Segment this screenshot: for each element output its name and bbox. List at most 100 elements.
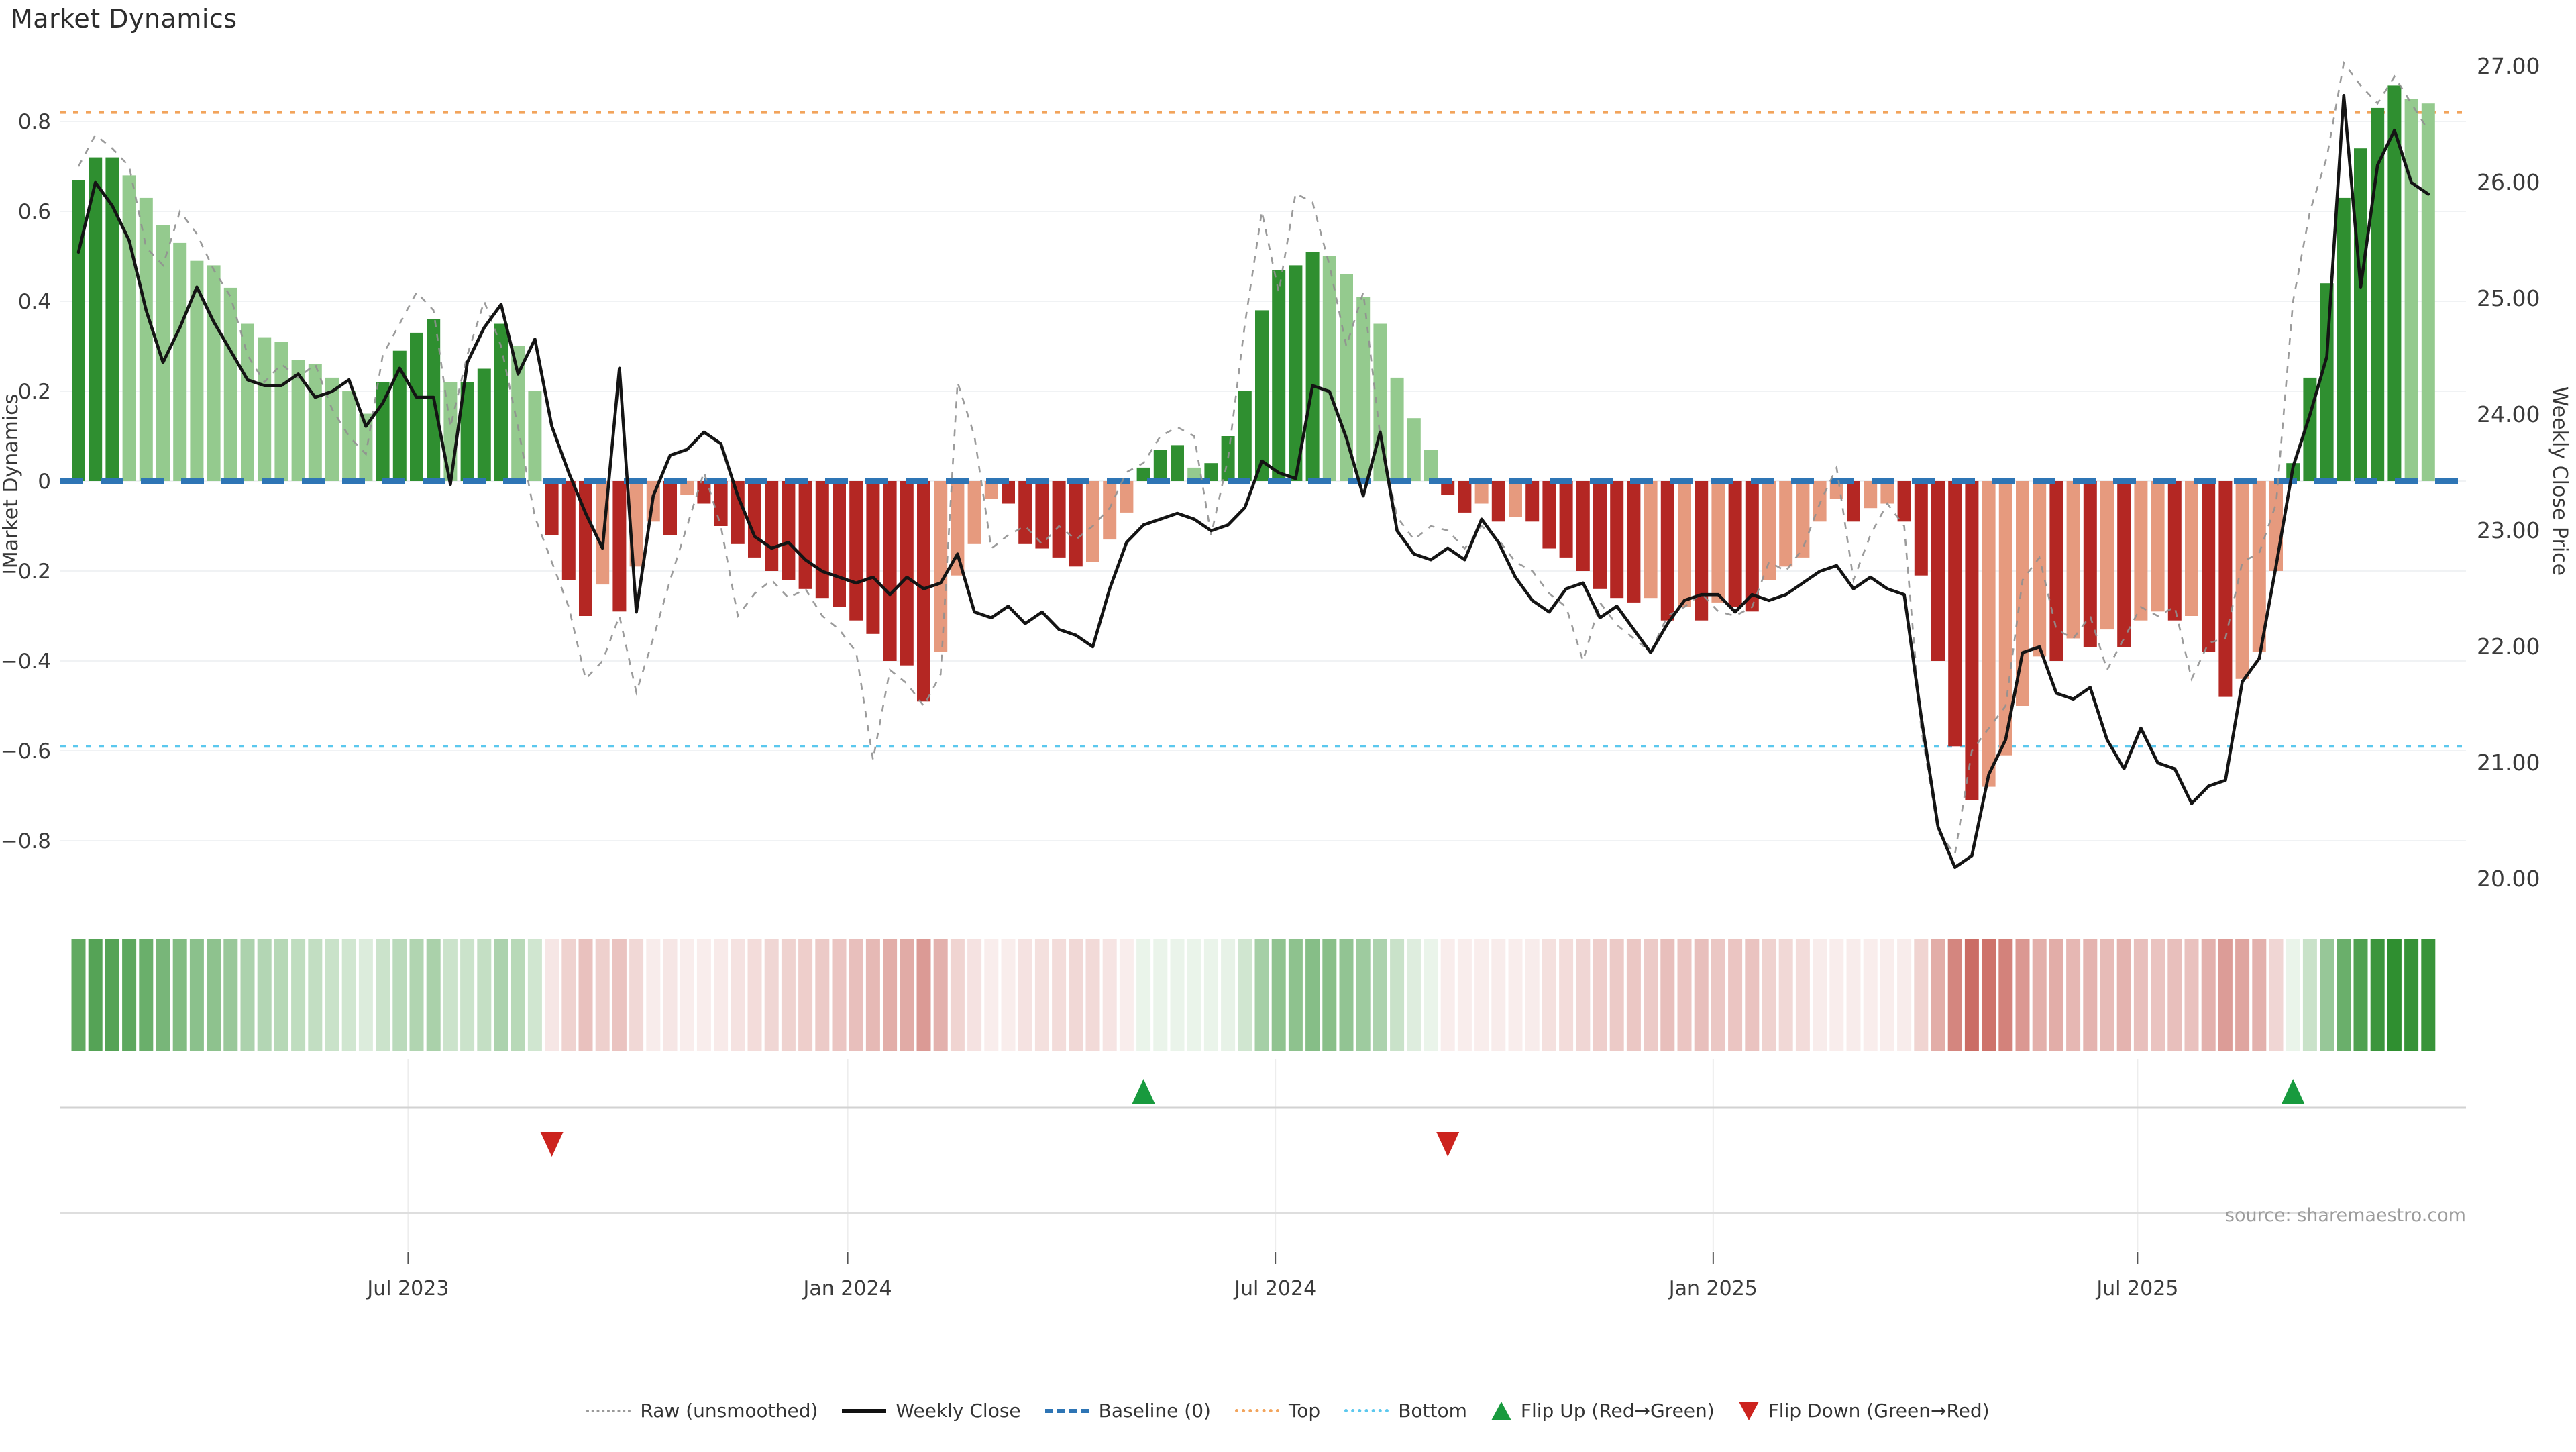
heatmap-cell xyxy=(274,939,288,1051)
legend-item-bottom: Bottom xyxy=(1344,1400,1467,1422)
right-tick-label: 26.00 xyxy=(2477,169,2540,195)
heatmap-cell xyxy=(967,939,982,1051)
dynamics-bar xyxy=(984,481,998,499)
heatmap-cell xyxy=(1407,939,1421,1051)
dynamics-bar xyxy=(680,481,694,495)
dynamics-bar xyxy=(1356,297,1371,481)
heatmap-cell xyxy=(1153,939,1168,1051)
flip-up-triangle-icon xyxy=(1491,1401,1511,1420)
heatmap-cell xyxy=(916,939,931,1051)
dynamics-bar xyxy=(190,260,204,481)
heatmap-cell xyxy=(2404,939,2419,1051)
heatmap-cell xyxy=(2337,939,2351,1051)
legend-label: Flip Up (Red→Green) xyxy=(1520,1400,1715,1422)
dynamics-bar xyxy=(223,287,237,481)
heatmap-cell xyxy=(1644,939,1658,1051)
dynamics-bar xyxy=(1255,310,1269,481)
dynamics-bar xyxy=(934,481,948,652)
dynamics-bar xyxy=(1221,436,1235,481)
dynamics-bar xyxy=(1136,467,1150,481)
dynamics-bar xyxy=(1474,481,1489,504)
top-line-swatch-icon xyxy=(1234,1409,1279,1412)
dynamics-bar xyxy=(1086,481,1099,562)
legend-item-raw: Raw (unsmoothed) xyxy=(586,1400,818,1422)
heatmap-cell xyxy=(1931,939,1945,1051)
dynamics-bar xyxy=(1171,445,1184,481)
heatmap-cell xyxy=(1880,939,1894,1051)
dynamics-bar xyxy=(494,323,508,481)
heatmap-cell xyxy=(2201,939,2216,1051)
dynamics-bar xyxy=(1103,481,1117,540)
dynamics-bar xyxy=(207,265,221,481)
heatmap-cell xyxy=(849,939,863,1051)
dynamics-bar xyxy=(2066,481,2080,639)
heatmap-cell xyxy=(1491,939,1506,1051)
dynamics-bar xyxy=(1644,481,1658,599)
heatmap-cell xyxy=(1778,939,1793,1051)
heatmap-cell xyxy=(1593,939,1607,1051)
heatmap-cell xyxy=(1947,939,1962,1051)
heatmap-cell xyxy=(798,939,813,1051)
heatmap-cell xyxy=(1238,939,1252,1051)
heatmap-cell xyxy=(527,939,542,1051)
heatmap-cell xyxy=(2286,939,2300,1051)
dynamics-bar xyxy=(1559,481,1573,558)
heatmap-cell xyxy=(1897,939,1912,1051)
dynamics-bar xyxy=(1322,256,1336,481)
dynamics-bar xyxy=(2033,481,2047,657)
dynamics-bar xyxy=(1593,481,1607,589)
legend-item-baseline: Baseline (0) xyxy=(1044,1400,1211,1422)
dynamics-bar xyxy=(1610,481,1624,599)
dynamics-bar xyxy=(1627,481,1641,603)
dynamics-bar xyxy=(105,157,119,481)
heatmap-cell xyxy=(865,939,880,1051)
heatmap-cell xyxy=(561,939,576,1051)
heatmap-cell xyxy=(1508,939,1523,1051)
left-tick-label: 0.6 xyxy=(18,200,51,224)
left-axis-title: Market Dynamics xyxy=(0,394,23,569)
heatmap-cell xyxy=(240,939,255,1051)
dynamics-bar xyxy=(376,382,390,481)
heatmap-cell xyxy=(680,939,694,1051)
dynamics-bar xyxy=(1847,481,1860,522)
heatmap-cell xyxy=(595,939,610,1051)
heatmap-cell xyxy=(731,939,745,1051)
heatmap-cell xyxy=(358,939,373,1051)
dynamics-bar xyxy=(1069,481,1083,567)
heatmap-cell xyxy=(1525,939,1540,1051)
heatmap-cell xyxy=(1863,939,1878,1051)
dynamics-bar xyxy=(2320,283,2334,481)
heatmap-cell xyxy=(71,939,86,1051)
heatmap-cell xyxy=(545,939,559,1051)
dynamics-bar xyxy=(1931,481,1945,661)
dynamics-bar xyxy=(1002,481,1015,504)
dynamics-bar xyxy=(1238,391,1252,481)
heatmap-cell xyxy=(1288,939,1303,1051)
dynamics-bar xyxy=(2049,481,2063,661)
dynamics-bar xyxy=(765,481,779,571)
heatmap-cell xyxy=(1018,939,1032,1051)
heatmap-cell xyxy=(1254,939,1269,1051)
heatmap-cell xyxy=(2184,939,2199,1051)
heatmap-cell xyxy=(392,939,407,1051)
dynamics-bar xyxy=(528,391,542,481)
dynamics-bar xyxy=(1424,450,1438,481)
left-tick-label: −0.8 xyxy=(1,829,51,853)
heatmap-cell xyxy=(2269,939,2284,1051)
heatmap-cell xyxy=(1187,939,1201,1051)
dynamics-bar xyxy=(173,242,187,481)
dynamics-bar xyxy=(1018,481,1032,544)
dynamics-bar xyxy=(2100,481,2114,630)
heatmap-cell xyxy=(1440,939,1455,1051)
flip-down-marker xyxy=(1436,1132,1460,1157)
dynamics-bar xyxy=(1204,463,1218,481)
heatmap-cell xyxy=(1964,939,1979,1051)
heatmap-cell xyxy=(88,939,103,1051)
dynamics-bar xyxy=(815,481,829,599)
heatmap-cell xyxy=(325,939,339,1051)
heatmap-cell xyxy=(1694,939,1709,1051)
heatmap-cell xyxy=(1034,939,1049,1051)
heatmap-cell xyxy=(950,939,965,1051)
dynamics-bar xyxy=(1272,270,1286,481)
heatmap-cell xyxy=(1795,939,1810,1051)
